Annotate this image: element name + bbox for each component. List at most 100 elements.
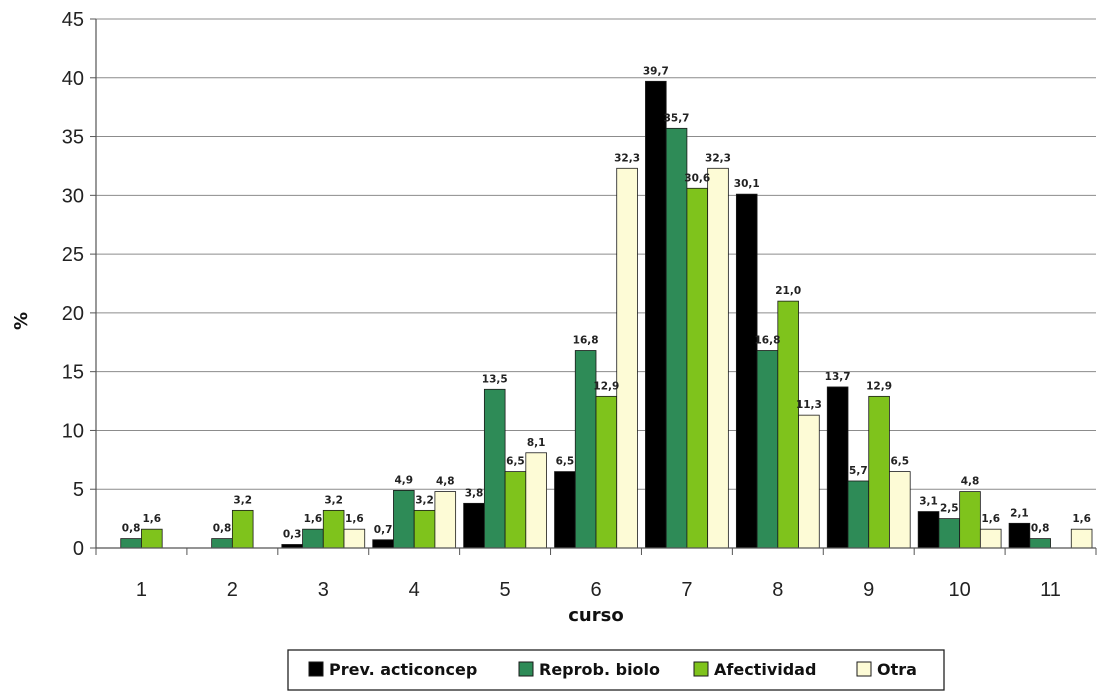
bar	[735, 193, 758, 549]
bar	[707, 167, 729, 549]
bar	[504, 471, 527, 549]
data-label: 1,6	[304, 513, 323, 525]
y-tick-label: 40	[62, 68, 84, 90]
data-label: 13,7	[825, 371, 851, 383]
bar	[756, 350, 779, 549]
data-label: 1,6	[1072, 513, 1091, 525]
bar	[665, 127, 688, 549]
data-label: 6,5	[891, 456, 910, 468]
bar	[322, 509, 345, 549]
legend-swatch	[518, 661, 534, 677]
bar	[826, 386, 849, 549]
bar	[120, 538, 142, 549]
bar	[434, 491, 457, 549]
x-tick-label: 9	[863, 579, 874, 601]
axes	[95, 19, 1096, 549]
y-tick-label: 0	[73, 538, 84, 560]
y-tick-label: 15	[62, 362, 84, 384]
bar	[483, 388, 506, 549]
data-label: 3,1	[919, 496, 938, 508]
y-tick-label: 25	[62, 244, 84, 266]
bar	[616, 167, 638, 549]
data-label: 3,8	[465, 487, 484, 499]
data-label: 5,7	[849, 465, 868, 477]
bar	[413, 509, 436, 549]
bars	[120, 80, 1093, 549]
bar	[917, 511, 940, 549]
legend-swatch	[308, 661, 324, 677]
bar	[889, 471, 911, 549]
data-label: 3,2	[233, 494, 252, 506]
legend-label: Otra	[877, 660, 917, 679]
data-label: 2,1	[1010, 507, 1029, 519]
data-label: 13,5	[482, 373, 508, 385]
data-label: 0,7	[374, 524, 393, 536]
bar	[777, 300, 799, 549]
bar	[686, 187, 709, 549]
data-label: 32,3	[705, 152, 731, 164]
data-label: 1,6	[981, 513, 1000, 525]
data-label: 21,0	[775, 285, 801, 297]
bar	[1029, 538, 1051, 549]
data-label: 3,2	[415, 494, 434, 506]
y-axis-ticks: 0 5 10 15 20 25 30 35 40 45	[62, 9, 96, 560]
x-tick-label: 4	[409, 579, 420, 601]
legend-label: Prev. acticoncep	[329, 660, 477, 679]
bar	[372, 539, 394, 549]
x-axis-ticks: 1 2 3 4 5 6 7 8 9 10 11	[95, 548, 1097, 601]
y-tick-label: 30	[62, 185, 84, 207]
legend-swatch	[693, 661, 709, 677]
y-axis-title: %	[11, 312, 32, 330]
bar	[595, 395, 618, 549]
y-tick-label: 20	[62, 303, 84, 325]
bar	[959, 491, 981, 549]
bar	[798, 414, 820, 549]
data-label: 16,8	[754, 335, 780, 347]
bar	[211, 538, 233, 549]
bar	[393, 489, 415, 549]
x-tick-label: 2	[227, 579, 238, 601]
data-label: 4,8	[436, 476, 455, 488]
y-tick-label: 10	[62, 420, 84, 442]
data-label: 30,6	[684, 172, 710, 184]
data-labels: 0,3 0,73,86,539,730,113,73,12,10,8 0,81,64…	[122, 65, 1091, 540]
bar	[868, 395, 890, 549]
bar	[231, 509, 254, 549]
x-tick-label: 3	[318, 579, 329, 601]
x-tick-label: 6	[590, 579, 601, 601]
data-label: 0,8	[122, 523, 141, 535]
data-label: 12,9	[866, 380, 892, 392]
bar	[343, 528, 366, 549]
data-label: 1,6	[143, 513, 162, 525]
data-label: 0,3	[283, 528, 302, 540]
bar	[141, 528, 163, 549]
data-label: 32,3	[614, 152, 640, 164]
bar	[463, 502, 485, 549]
bar	[1008, 522, 1031, 549]
legend: Prev. acticoncep Reprob. biolo Afectividad…	[287, 649, 945, 691]
x-tick-label: 7	[681, 579, 692, 601]
bar	[302, 528, 324, 549]
bar	[645, 80, 667, 549]
bar	[554, 471, 576, 549]
data-label: 0,8	[213, 523, 232, 535]
data-label: 4,9	[395, 474, 414, 486]
x-tick-label: 5	[500, 579, 511, 601]
y-tick-label: 35	[62, 127, 84, 149]
bar	[525, 452, 547, 549]
data-label: 3,2	[324, 494, 343, 506]
data-label: 1,6	[345, 513, 364, 525]
data-label: 2,5	[940, 503, 959, 515]
data-label: 35,7	[664, 112, 690, 124]
data-label: 16,8	[573, 335, 599, 347]
data-label: 4,8	[961, 476, 980, 488]
x-tick-label: 10	[949, 579, 971, 601]
data-label: 12,9	[593, 380, 619, 392]
x-tick-label: 1	[136, 579, 147, 601]
legend-box	[287, 649, 945, 691]
x-tick-label: 8	[772, 579, 783, 601]
legend-swatch	[856, 661, 872, 677]
data-label: 11,3	[796, 399, 822, 411]
data-label: 0,8	[1031, 523, 1050, 535]
legend-label: Afectividad	[714, 660, 816, 679]
